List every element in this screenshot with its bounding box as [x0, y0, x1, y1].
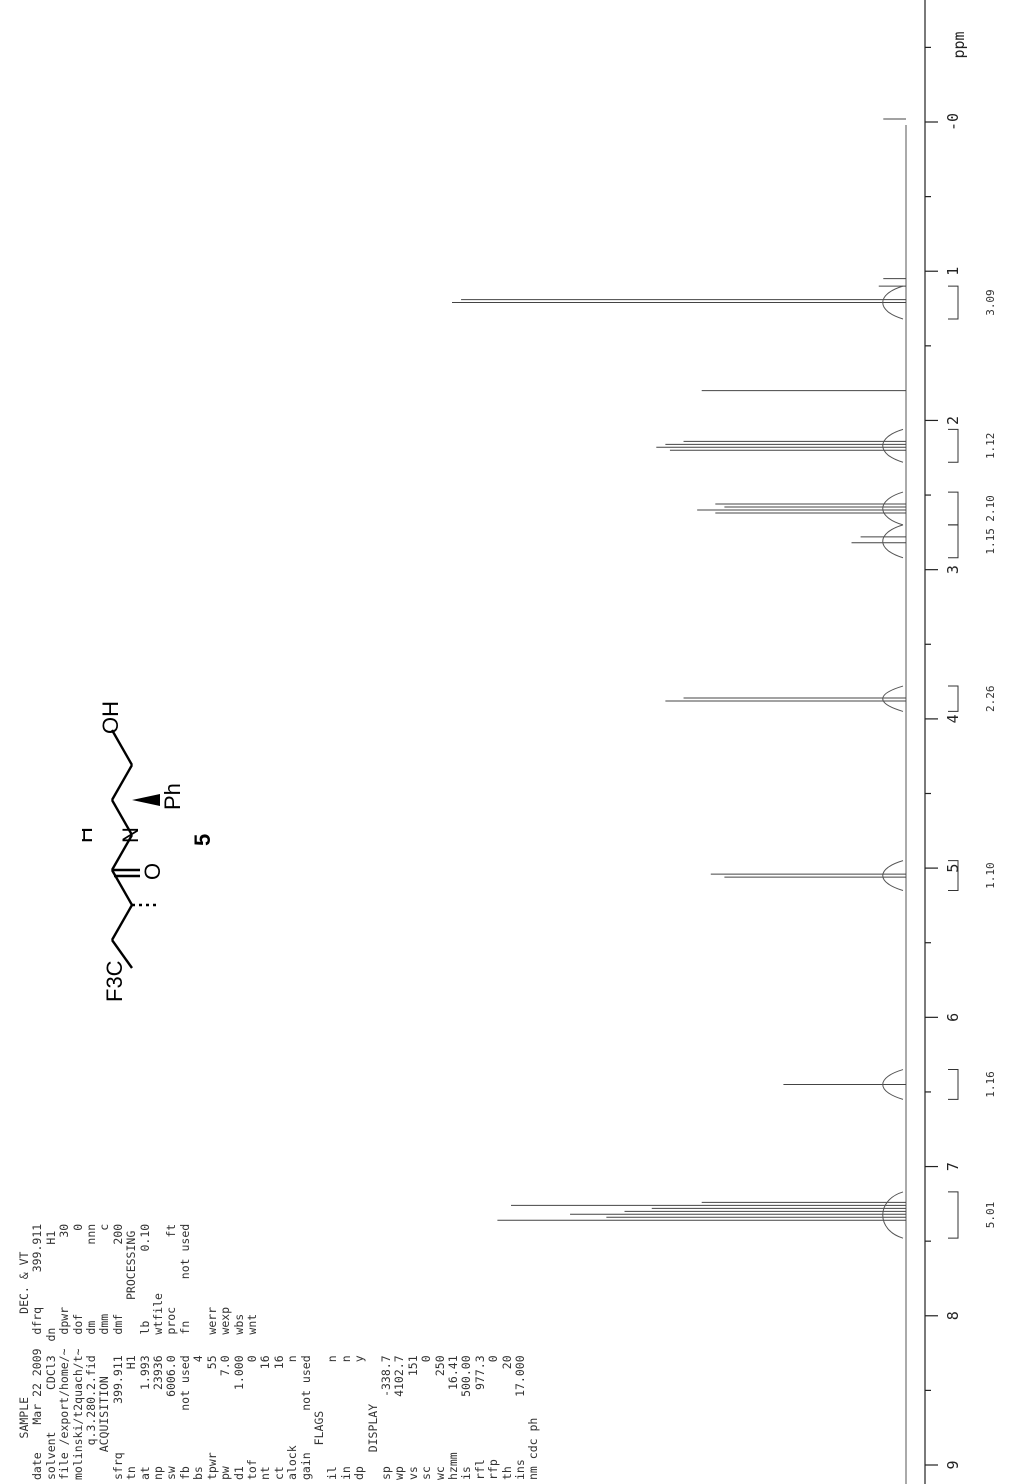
integral-value: 5.01	[984, 1202, 997, 1229]
axis-label: ppm	[950, 31, 968, 58]
axis-tick-label: 5	[944, 864, 962, 873]
axis-tick-label: -0	[944, 113, 962, 131]
oh-label: OH	[98, 701, 123, 734]
integral-bracket	[948, 524, 959, 559]
compound-number: 5	[190, 834, 215, 846]
integral-curve	[882, 1069, 904, 1100]
integral-bracket	[948, 491, 959, 526]
integral-bracket	[948, 428, 959, 463]
integral-bracket	[948, 1069, 959, 1100]
integral-value: 1.16	[984, 1071, 997, 1098]
ph-label: Ph	[160, 783, 185, 810]
integral-bracket	[948, 685, 959, 712]
integral-value: 3.09	[984, 289, 997, 316]
axis-tick-label: 7	[944, 1162, 962, 1171]
integral-curve	[882, 428, 904, 463]
integral-curves: 5.01 1.16 1.10 2.26 1.15 2.10 1.12 3.09	[882, 285, 997, 1239]
integral-value: 2.26	[984, 685, 997, 712]
integral-curve	[882, 491, 904, 526]
integral-curve	[882, 285, 904, 320]
acquisition-parameters: SAMPLE DEC. & VT date Mar 22 2009 dfrq 3…	[17, 1223, 541, 1480]
integral-curve	[882, 685, 904, 712]
integral-value: 1.10	[984, 862, 997, 889]
axis-tick-label: 3	[944, 565, 962, 574]
integral-curve	[882, 860, 904, 891]
carbonyl-o-label: O	[140, 863, 165, 880]
nh-h-label: H	[82, 827, 97, 843]
axis-tick-label: 2	[944, 416, 962, 425]
ppm-axis: 9 8 7 6 5 4 3 2 1 -0 ppm	[924, 0, 968, 1484]
integral-value: 2.10	[984, 495, 997, 522]
nh-n-label: N	[118, 827, 143, 843]
integral-curve	[882, 1191, 904, 1239]
axis-tick-label: 8	[944, 1311, 962, 1320]
axis-tick-label: 1	[944, 267, 962, 276]
integral-bracket	[948, 860, 959, 891]
spectrum-peaks	[452, 118, 906, 1221]
axis-tick-label: 9	[944, 1460, 962, 1469]
chemical-structure: F3C O H N OH Ph 5	[82, 701, 215, 1002]
axis-tick-label: 4	[944, 714, 962, 723]
f3c-label: F3C	[102, 960, 127, 1002]
axis-tick-label: 6	[944, 1013, 962, 1022]
integral-curve	[882, 524, 904, 559]
integral-bracket	[948, 285, 959, 320]
integral-value: 1.12	[984, 433, 997, 460]
integral-bracket	[948, 1191, 959, 1239]
integral-value: 1.15	[984, 528, 997, 555]
